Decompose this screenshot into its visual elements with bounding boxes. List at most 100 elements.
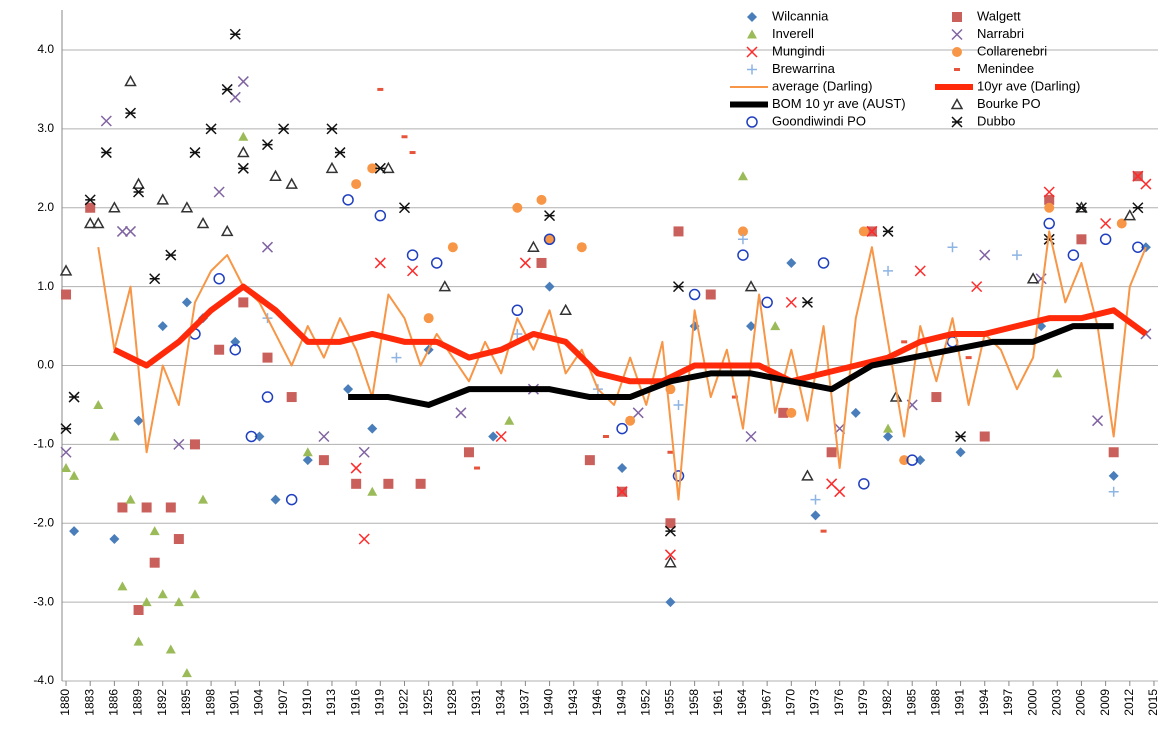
- point: [527, 240, 540, 252]
- point: [124, 75, 137, 87]
- y-tick-label: -3.0: [33, 594, 54, 608]
- point: [664, 556, 677, 568]
- point: [673, 399, 684, 410]
- point: [261, 391, 274, 403]
- point: [124, 225, 137, 237]
- x-tick-label: 1967: [759, 689, 773, 716]
- point: [383, 478, 394, 489]
- x-tick-label: 1916: [348, 689, 362, 716]
- point: [914, 265, 926, 277]
- point: [1092, 415, 1104, 427]
- point: [544, 234, 555, 245]
- point: [68, 391, 80, 403]
- x-tick-label: 1958: [687, 689, 701, 716]
- point: [374, 209, 387, 222]
- point: [84, 194, 96, 206]
- point: [165, 249, 177, 261]
- point: [133, 605, 144, 616]
- point: [61, 289, 72, 300]
- point: [746, 321, 757, 332]
- point: [285, 177, 298, 189]
- point: [1140, 178, 1152, 190]
- point: [536, 194, 547, 205]
- point: [801, 296, 813, 308]
- point: [189, 589, 200, 599]
- point: [367, 486, 378, 496]
- point: [238, 297, 249, 308]
- point: [810, 510, 821, 521]
- point: [770, 321, 781, 331]
- line: [113, 283, 1148, 385]
- x-tick-label: 1922: [397, 689, 411, 716]
- x-tick-label: 1994: [977, 689, 991, 716]
- point: [407, 265, 419, 277]
- point: [737, 226, 748, 237]
- point: [617, 463, 628, 474]
- point: [173, 534, 184, 545]
- point: [302, 455, 313, 466]
- point: [173, 438, 185, 450]
- point: [906, 454, 918, 466]
- point: [1100, 217, 1112, 230]
- point: [705, 289, 716, 300]
- legend-label: Inverell: [772, 26, 814, 41]
- point: [149, 526, 160, 536]
- point: [850, 407, 861, 418]
- point: [817, 257, 830, 269]
- point: [665, 597, 676, 608]
- point: [1108, 486, 1119, 497]
- point: [1026, 272, 1040, 284]
- point: [519, 257, 531, 269]
- point: [664, 549, 676, 561]
- point: [261, 139, 274, 151]
- point: [165, 644, 176, 654]
- legend-label: Wilcannia: [772, 8, 829, 23]
- x-tick-label: 1940: [542, 689, 556, 716]
- point: [1044, 194, 1055, 205]
- y-tick-label: -2.0: [33, 515, 54, 529]
- point: [1067, 249, 1080, 261]
- point: [61, 463, 72, 473]
- point: [181, 297, 192, 308]
- x-tick-label: 1973: [808, 689, 822, 716]
- point: [536, 257, 547, 268]
- point: [745, 430, 757, 443]
- point: [1099, 233, 1112, 245]
- point: [157, 321, 168, 332]
- point: [504, 415, 515, 425]
- point: [883, 431, 894, 442]
- x-tick-label: 1955: [663, 689, 677, 716]
- x-tick-label: 2012: [1122, 689, 1136, 716]
- point: [883, 423, 894, 433]
- point: [971, 281, 983, 293]
- legend-symbol: [746, 46, 758, 58]
- x-tick-label: 1952: [638, 689, 652, 716]
- x-tick-label: 2000: [1025, 689, 1039, 716]
- point: [156, 193, 170, 205]
- point: [213, 273, 225, 285]
- point: [100, 147, 112, 159]
- point: [374, 162, 386, 174]
- point: [858, 478, 870, 490]
- point: [744, 280, 758, 292]
- point: [786, 407, 797, 418]
- point: [60, 423, 72, 435]
- point: [141, 597, 152, 607]
- x-tick-label: 1991: [953, 689, 967, 716]
- x-tick-label: 1886: [107, 689, 121, 716]
- point: [955, 430, 967, 443]
- x-tick-label: 1946: [590, 689, 604, 716]
- point: [664, 525, 676, 537]
- point: [109, 431, 120, 441]
- point: [229, 28, 241, 40]
- point: [302, 447, 313, 457]
- point: [133, 636, 144, 646]
- point: [1011, 250, 1022, 261]
- point: [189, 439, 200, 450]
- y-tick-label: -1.0: [33, 437, 54, 451]
- point: [91, 216, 105, 229]
- point: [415, 478, 426, 489]
- point: [261, 241, 274, 253]
- point: [278, 123, 290, 135]
